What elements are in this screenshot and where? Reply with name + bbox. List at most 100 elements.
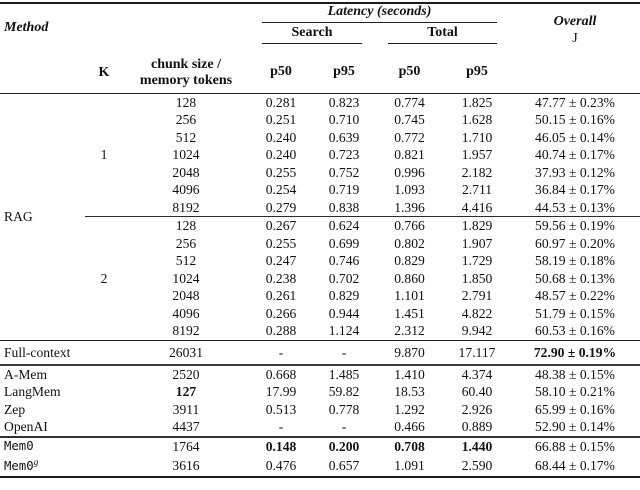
overall-j-label: J (572, 30, 578, 46)
search-p50-value: 0.251 (265, 112, 297, 127)
total-p50-value: 18.53 (394, 384, 425, 399)
overall-j-value: 48.57 ± 0.22% (535, 288, 615, 303)
search-p50-value: 0.254 (265, 182, 297, 197)
chunk-size-value: 1024 (172, 270, 200, 286)
search-p95-value: 0.719 (328, 182, 360, 197)
search-p50-value: - (278, 419, 284, 434)
method-label: Mem0 (0, 435, 123, 455)
total-p50-value: 9.870 (375, 339, 444, 365)
chunk-size-value: 2048 (172, 164, 200, 180)
search-p50-value: 0.281 (265, 94, 297, 110)
search-p95-value: 59.82 (328, 384, 360, 399)
chunk-size-value: 3911 (172, 401, 200, 417)
total-p95-value: 1.829 (444, 216, 510, 235)
search-group-label: Search (291, 25, 333, 40)
total-p95-value: 60.40 (461, 384, 493, 399)
method-label: Mem0g (4, 458, 39, 474)
chunk-size-value: 512 (175, 253, 197, 268)
overall-j-value: 44.53 ± 0.13% (535, 199, 615, 215)
overall-j-value: 50.15 ± 0.16% (535, 112, 615, 127)
search-p50-value: 17.99 (265, 384, 297, 399)
col-header-search-p95: p95 (313, 52, 375, 94)
method-header-label: Method (4, 20, 49, 35)
search-p95-value: 1.485 (313, 363, 375, 383)
chunk-size-value: 128 (175, 94, 197, 110)
latency-group-label: Latency (seconds) (327, 4, 432, 19)
total-p95-value: 4.822 (461, 305, 493, 321)
total-p95-value: 1.729 (461, 253, 493, 268)
overall-j-value: 40.74 ± 0.17% (535, 147, 615, 162)
search-p50-value: 0.267 (249, 216, 313, 235)
col-header-search-p50: p50 (249, 52, 313, 94)
k-value: 2 (85, 216, 123, 340)
search-p95-value: 0.746 (328, 253, 360, 268)
chunk-size-value: 4096 (172, 305, 200, 321)
chunk-size-value: 8192 (172, 323, 200, 338)
chunk-size-value: 256 (175, 112, 197, 127)
search-p95-value: 0.657 (328, 457, 360, 473)
col-group-total: Total (375, 25, 510, 52)
overall-j-value: 59.56 ± 0.19% (510, 216, 640, 235)
search-p50-value: 0.288 (265, 323, 297, 338)
search-p95-value: 0.200 (313, 435, 375, 455)
total-p50-value: 0.708 (375, 435, 444, 455)
total-p95-value: 4.374 (444, 363, 510, 383)
chunk-size-value: 26031 (123, 339, 249, 365)
method-label: Full-context (0, 339, 123, 365)
search-p95-value: 0.752 (328, 164, 360, 180)
total-p95-value: 1.907 (461, 235, 493, 251)
overall-j-value: 68.44 ± 0.17% (535, 457, 615, 473)
search-p95-value: 0.823 (328, 94, 360, 110)
search-p50-label: p50 (270, 64, 292, 80)
search-group-rule: Search (262, 25, 362, 44)
chunk-size-value: 3616 (172, 457, 200, 473)
search-p50-value: 0.266 (265, 305, 297, 321)
search-p50-value: 0.255 (265, 164, 297, 180)
total-p95-value: 0.889 (461, 419, 493, 434)
total-p50-value: 0.821 (394, 147, 425, 162)
chunk-size-value: 128 (123, 216, 249, 235)
overall-j-value: 51.79 ± 0.15% (535, 305, 615, 321)
col-header-overall: Overall J (510, 3, 640, 52)
overall-header-label: Overall (553, 13, 597, 29)
total-p50-value: 1.101 (394, 288, 425, 303)
total-p50-value: 0.774 (394, 94, 425, 110)
overall-j-value: 72.90 ± 0.19% (510, 339, 640, 365)
chunk-size-value: 4096 (172, 182, 200, 197)
total-p95-value: 4.416 (461, 199, 493, 215)
total-p50-value: 1.292 (394, 401, 425, 417)
search-p95-value: 0.944 (328, 305, 360, 321)
total-p50-value: 2.312 (394, 323, 425, 338)
total-p95-label: p95 (466, 64, 488, 80)
chunk-header-line1: chunk size / (150, 56, 221, 72)
col-header-method-spacer (0, 52, 85, 94)
k-header-label: K (98, 64, 110, 80)
chunk-size-value: 4437 (172, 419, 200, 434)
search-p95-value: 0.710 (328, 112, 360, 127)
chunk-size-value: 2520 (123, 363, 249, 383)
total-p95-value: 2.791 (461, 288, 493, 303)
overall-j-value: 37.93 ± 0.12% (535, 164, 615, 180)
col-group-latency: Latency (seconds) (249, 3, 510, 25)
total-p50-value: 0.829 (394, 253, 425, 268)
col-group-search: Search (249, 25, 375, 52)
total-p50-value: 0.766 (375, 216, 444, 235)
chunk-size-value: 1024 (172, 147, 200, 162)
col-header-total-p50: p50 (375, 52, 444, 94)
total-p95-value: 2.590 (461, 457, 493, 473)
col-header-chunk-size: chunk size / memory tokens (123, 3, 249, 94)
chunk-size-value: 512 (175, 129, 197, 145)
chunk-size-value: 8192 (172, 199, 200, 215)
total-p50-value: 0.860 (394, 270, 425, 286)
total-p95-value: 1.710 (461, 129, 493, 145)
overall-j-value: 66.88 ± 0.15% (510, 435, 640, 455)
total-p50-value: 0.466 (394, 419, 425, 434)
latency-results-table: Method K chunk size / memory tokens Late… (0, 2, 640, 478)
search-p50-value: - (249, 339, 313, 365)
chunk-size-value: 2048 (172, 288, 200, 303)
total-p50-value: 1.093 (394, 182, 425, 197)
overall-j-value: 50.68 ± 0.13% (535, 270, 615, 286)
method-label: OpenAI (4, 419, 48, 434)
search-p95-value: 0.639 (328, 129, 360, 145)
method-superscript: g (33, 458, 39, 468)
